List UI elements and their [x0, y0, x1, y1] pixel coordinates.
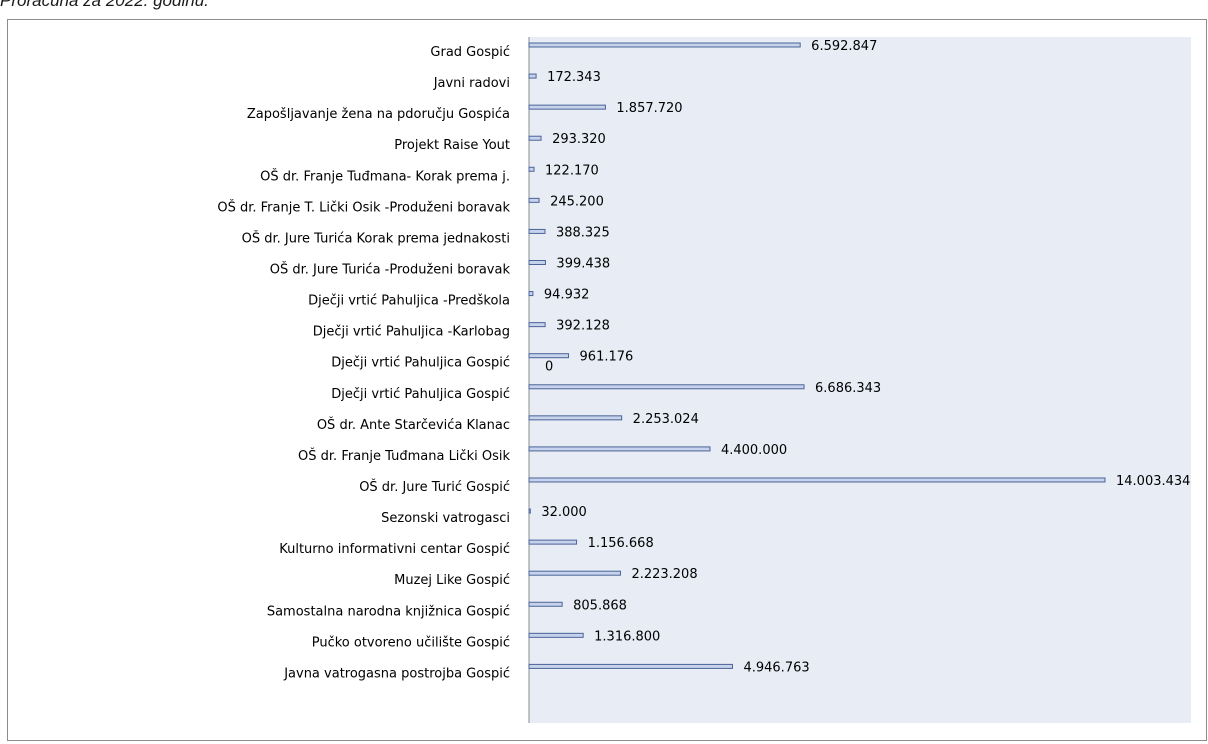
- value-label: 245.200: [550, 194, 604, 209]
- bar: [528, 73, 537, 79]
- category-label: Dječji vrtić Pahuljica Gospić: [331, 387, 510, 402]
- value-label: 4.946.763: [743, 660, 809, 675]
- value-label: 392.128: [556, 319, 610, 334]
- value-label: 388.325: [556, 225, 610, 240]
- value-label: 172.343: [547, 70, 601, 85]
- page-caption: Proračuna za 2022. godinu.: [0, 0, 209, 10]
- bar: [528, 322, 546, 328]
- bar: [528, 259, 546, 265]
- value-label: 6.592.847: [811, 39, 877, 54]
- category-label: Zapošljavanje žena na pdoručju Gospića: [247, 107, 510, 122]
- value-label: 1.857.720: [616, 101, 682, 116]
- category-label: Javni radovi: [433, 76, 510, 91]
- category-label: Dječji vrtić Pahuljica -Predškola: [308, 294, 510, 309]
- category-label: OŠ dr. Jure Turića Korak prema jednakost…: [242, 230, 510, 246]
- bar: [528, 415, 623, 421]
- value-label: 6.686.343: [815, 381, 881, 396]
- bar: [528, 135, 542, 141]
- value-label: 94.932: [544, 288, 590, 303]
- category-label: Pučko otvoreno učilište Gospić: [312, 635, 510, 650]
- value-label: 1.316.800: [594, 629, 660, 644]
- value-label: 14.003.434: [1116, 474, 1190, 489]
- bar: [528, 166, 535, 172]
- bar: [528, 570, 621, 576]
- value-label: 399.438: [556, 256, 610, 271]
- category-label: Dječji vrtić Pahuljica Gospić: [331, 356, 510, 371]
- bar: [528, 104, 606, 110]
- value-label: 2.223.208: [631, 567, 697, 582]
- value-label: 293.320: [552, 132, 606, 147]
- plot-area: [529, 37, 1191, 723]
- bar: [528, 291, 534, 297]
- category-label: Grad Gospić: [430, 45, 510, 60]
- category-label: OŠ dr. Franje T. Lički Osik -Produženi b…: [217, 199, 510, 215]
- bar: [528, 353, 570, 359]
- category-label: Javna vatrogasna postrojba Gospić: [283, 666, 510, 681]
- bar: [528, 42, 801, 48]
- bar: [528, 539, 578, 545]
- value-label: 2.253.024: [633, 412, 699, 427]
- value-label: 961.176: [580, 350, 634, 365]
- category-label: Samostalna narodna knjižnica Gospić: [267, 604, 510, 619]
- bar: [528, 446, 711, 452]
- category-label: OŠ dr. Jure Turića -Produženi boravak: [270, 261, 511, 277]
- bar: [528, 228, 546, 234]
- category-label: OŠ dr. Franje Tuđmana- Korak prema j.: [260, 168, 510, 184]
- bar: [528, 384, 805, 390]
- value-label: 122.170: [545, 163, 599, 178]
- category-label: Kulturno informativni centar Gospić: [279, 542, 510, 557]
- value-label: 805.868: [573, 598, 627, 613]
- value-label: 4.400.000: [721, 443, 787, 458]
- category-label: OŠ dr. Ante Starčevića Klanac: [317, 417, 510, 433]
- bar: [528, 601, 563, 607]
- bar: [528, 197, 540, 203]
- category-label: Projekt Raise Yout: [394, 138, 510, 153]
- category-label: Sezonski vatrogasci: [381, 511, 510, 526]
- bar: [528, 663, 733, 669]
- value-label: 32.000: [541, 505, 587, 520]
- category-label: Dječji vrtić Pahuljica -Karlobag: [313, 325, 510, 340]
- bar: [528, 477, 1106, 483]
- category-label: OŠ dr. Jure Turić Gospić: [359, 479, 510, 495]
- bar: [528, 508, 531, 514]
- value-label: 1.156.668: [588, 536, 654, 551]
- bar: [528, 632, 584, 638]
- value-label: 0: [545, 360, 553, 375]
- category-label: OŠ dr. Franje Tuđmana Lički Osik: [298, 448, 510, 464]
- category-label: Muzej Like Gospić: [394, 573, 510, 588]
